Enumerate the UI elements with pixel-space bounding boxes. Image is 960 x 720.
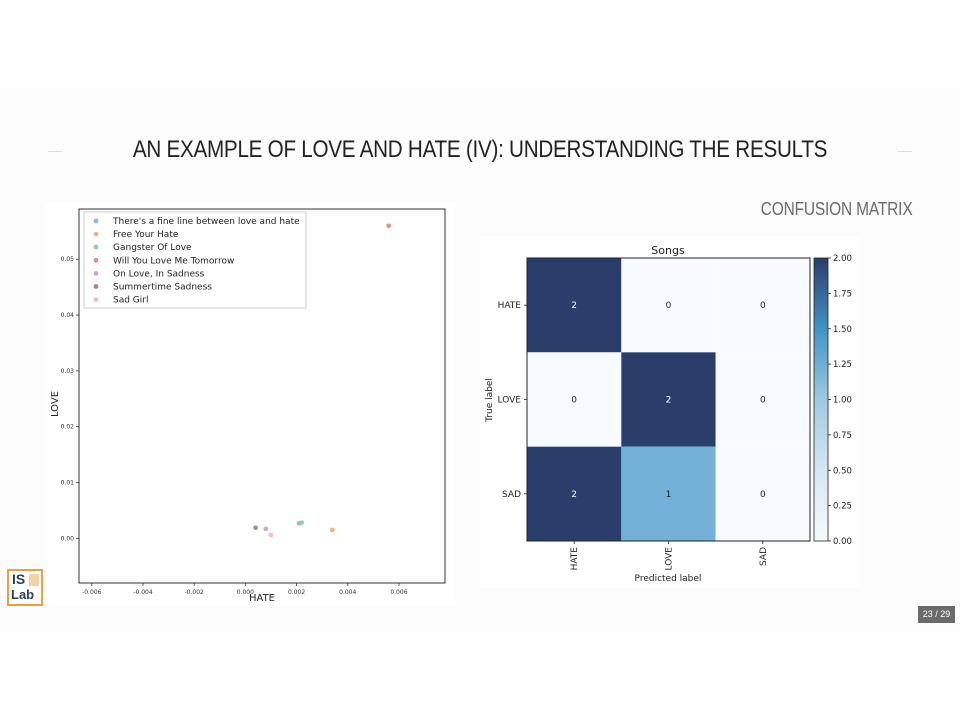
scatter-point (299, 520, 305, 526)
colorbar-tick-label: 0.75 (833, 431, 852, 441)
legend-marker (93, 231, 99, 237)
scatter-point (253, 525, 259, 531)
scatter-y-tick-label: 0.01 (61, 480, 75, 487)
scatter-x-tick-label: 0.004 (339, 589, 356, 596)
confusion-cell-value: 0 (760, 490, 766, 500)
confusion-x-tick-label: LOVE (665, 547, 675, 571)
confusion-x-tick-label: SAD (759, 547, 769, 566)
legend-marker (93, 244, 99, 250)
legend-entry: Gangster Of Love (113, 243, 192, 253)
legend-marker (93, 271, 99, 276)
section-heading: CONFUSION MATRIX (760, 199, 912, 219)
confusion-y-tick-label: SAD (502, 490, 521, 500)
legend-entry: There's a fine line between love and hat… (112, 217, 300, 227)
logo-text-bottom: Lab (11, 587, 35, 602)
legend-entry: Will You Love Me Tomorrow (113, 256, 234, 266)
legend-entry: On Love, In Sadness (113, 269, 205, 279)
confusion-cell (715, 258, 810, 353)
scatter-y-tick-label: 0.02 (61, 424, 75, 431)
scatter-x-tick-label: 0.006 (390, 589, 407, 596)
islab-logo: IS Lab (7, 569, 43, 606)
confusion-cell-value: 0 (760, 396, 766, 406)
scatter-x-tick-label: -0.006 (82, 589, 102, 596)
colorbar-tick-label: 1.00 (833, 396, 852, 406)
scatter-y-tick-label: 0.04 (61, 312, 75, 319)
confusion-cell-value: 2 (571, 490, 577, 500)
scatter-point (263, 526, 269, 532)
scatter-y-tick-label: 0.00 (61, 535, 75, 542)
legend-entry: Summertime Sadness (113, 283, 212, 293)
colorbar-tick-label: 1.25 (833, 360, 852, 370)
confusion-cell (715, 446, 810, 541)
page-number-badge[interactable]: 23 / 29 (918, 606, 955, 623)
confusion-cell-value: 0 (571, 396, 577, 406)
scatter-point (268, 532, 274, 538)
legend-marker (93, 297, 99, 302)
scatter-y-tick-label: 0.03 (61, 368, 75, 375)
logo-accent (29, 574, 39, 586)
title-bar: AN EXAMPLE OF LOVE AND HATE (IV): UNDERS… (48, 136, 912, 168)
colorbar-tick-label: 1.50 (833, 325, 852, 335)
scatter-x-tick-label: 0.000 (237, 589, 254, 596)
scatter-x-label: HATE (249, 593, 275, 604)
scatter-y-tick-label: 0.05 (61, 256, 75, 263)
confusion-x-label: Predicted label (635, 574, 702, 584)
confusion-y-label: True label (485, 378, 495, 423)
legend-marker (93, 284, 99, 289)
confusion-cell (621, 446, 716, 541)
colorbar-tick-label: 2.00 (833, 254, 852, 264)
confusion-title: Songs (651, 244, 685, 257)
confusion-cell-value: 0 (760, 301, 766, 311)
confusion-cell (527, 446, 622, 541)
scatter-x-tick-label: -0.002 (185, 589, 205, 596)
confusion-cell (621, 352, 716, 447)
colorbar-tick-label: 0.00 (833, 537, 852, 547)
scatter-y-label: LOVE (50, 391, 61, 417)
confusion-cell (527, 258, 622, 353)
scatter-plot: -0.006 -0.004 -0.002 0.000 0.002 0.004 0.006 0… (44, 202, 454, 606)
legend-marker (93, 257, 99, 263)
colorbar-tick-label: 0.25 (833, 502, 852, 512)
confusion-cell-value: 2 (666, 396, 672, 406)
confusion-cell (621, 258, 716, 353)
confusion-x-tick-label: HATE (570, 547, 580, 571)
scatter-point (329, 527, 335, 533)
scatter-legend (83, 211, 307, 309)
confusion-y-tick-label: LOVE (498, 396, 522, 406)
confusion-cell-value: 0 (666, 301, 672, 311)
slide-title: AN EXAMPLE OF LOVE AND HATE (IV): UNDERS… (62, 136, 898, 164)
colorbar-tick-label: 1.75 (833, 289, 852, 299)
legend-entry: Free Your Hate (113, 230, 179, 240)
confusion-cell-value: 2 (571, 301, 577, 311)
scatter-x-tick-label: -0.004 (133, 589, 153, 596)
colorbar-tick-label: 0.50 (833, 466, 852, 476)
confusion-cell (527, 352, 622, 447)
colorbar (813, 257, 829, 542)
confusion-y-tick-label: HATE (498, 301, 522, 311)
scatter-point (386, 223, 392, 229)
legend-entry: Sad Girl (113, 296, 148, 306)
confusion-matrix: Songs 2 0 0 0 2 0 2 1 0 HATE LOVE SAD HATE LOVE SAD P… (480, 236, 860, 588)
confusion-cell-value: 1 (666, 490, 672, 500)
legend-marker (93, 218, 99, 224)
confusion-cell (715, 352, 810, 447)
scatter-x-tick-label: 0.002 (288, 589, 305, 596)
logo-text-top: IS (12, 571, 26, 587)
